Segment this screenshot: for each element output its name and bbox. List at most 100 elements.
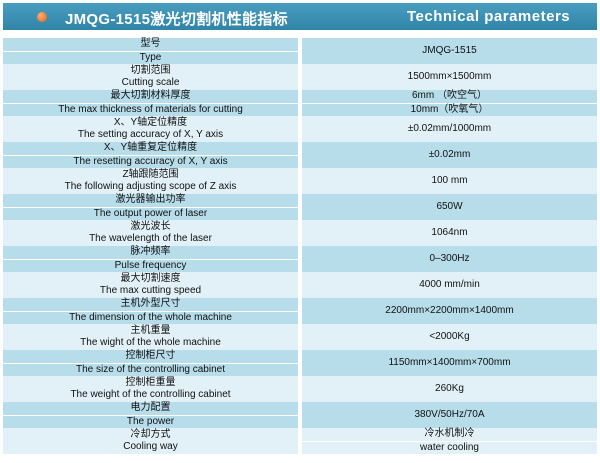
page-title-en: Technical parameters bbox=[407, 8, 571, 25]
parameter-value-line: 0–300Hz bbox=[429, 253, 470, 264]
parameter-name-en: The output power of laser bbox=[3, 207, 298, 220]
parameter-value: 650W bbox=[302, 194, 597, 220]
table-row: 主机重量 The wight of the whole machine <2000K… bbox=[3, 324, 597, 350]
parameter-name-en: The weight of the controlling cabinet bbox=[70, 389, 231, 400]
parameter-name-cn: X、Y轴重复定位精度 bbox=[3, 142, 298, 155]
parameter-name: 控制柜重量 The weight of the controlling cabin… bbox=[3, 376, 298, 402]
parameter-name: 冷却方式 Cooling way bbox=[3, 428, 298, 454]
parameter-name: 激光器输出功率 The output power of laser bbox=[3, 194, 298, 220]
parameter-name: 电力配置 The power bbox=[3, 402, 298, 428]
parameter-value-line: ±0.02mm/1000mm bbox=[407, 123, 492, 134]
table-row: 切割范围 Cutting scale 1500mm×1500mm bbox=[3, 64, 597, 90]
bullet-icon bbox=[37, 12, 47, 22]
parameter-name-cn: 最大切割材料厚度 bbox=[3, 90, 298, 103]
parameter-value-line: 1500mm×1500mm bbox=[407, 71, 492, 82]
parameter-name: 切割范围 Cutting scale bbox=[3, 64, 298, 90]
parameter-name-en: The size of the controlling cabinet bbox=[3, 363, 298, 376]
parameter-name-en: The wavelength of the laser bbox=[89, 233, 212, 244]
parameter-name: 脉冲频率 Pulse frequency bbox=[3, 246, 298, 272]
parameter-name-en: Cooling way bbox=[123, 441, 178, 452]
parameter-name-en: The power bbox=[3, 415, 298, 428]
parameter-value-line: water cooling bbox=[302, 441, 597, 454]
parameter-name: 主机重量 The wight of the whole machine bbox=[3, 324, 298, 350]
parameter-value-line: 冷水机制冷 bbox=[302, 428, 597, 441]
parameter-value: 380V/50Hz/70A bbox=[302, 402, 597, 428]
parameter-value-line: 100 mm bbox=[431, 175, 468, 186]
parameter-name-en: The setting accuracy of X, Y axis bbox=[77, 129, 224, 140]
parameter-name-cn: Z轴跟随范围 bbox=[122, 169, 179, 180]
table-row: 电力配置 The power 380V/50Hz/70A bbox=[3, 402, 597, 428]
parameter-name-cn: 主机外型尺寸 bbox=[3, 298, 298, 311]
parameter-name: 激光波长 The wavelength of the laser bbox=[3, 220, 298, 246]
parameter-value-line: 6mm （吹空气） bbox=[302, 90, 597, 103]
parameter-value-line: 2200mm×2200mm×1400mm bbox=[385, 305, 514, 316]
table-row: 激光器输出功率 The output power of laser 650W bbox=[3, 194, 597, 220]
parameter-value-line: 1064nm bbox=[431, 227, 468, 238]
table-row: X、Y轴重复定位精度 The resetting accuracy of X, Y… bbox=[3, 142, 597, 168]
parameter-name-cn: 切割范围 bbox=[130, 65, 171, 76]
parameter-value-line: 650W bbox=[436, 201, 463, 212]
parameter-name-cn: X、Y轴定位精度 bbox=[113, 117, 188, 128]
parameter-value: 1150mm×1400mm×700mm bbox=[302, 350, 597, 376]
table-row: 最大切割材料厚度 The max thickness of materials f… bbox=[3, 90, 597, 116]
parameter-name-cn: 型号 bbox=[3, 38, 298, 51]
parameter-value: 1500mm×1500mm bbox=[302, 64, 597, 90]
parameter-name-cn: 最大切割速度 bbox=[120, 273, 181, 284]
table-row: 冷却方式 Cooling way 冷水机制冷 water cooling bbox=[3, 428, 597, 454]
parameter-value: 1064nm bbox=[302, 220, 597, 246]
parameter-name: 控制柜尺寸 The size of the controlling cabinet bbox=[3, 350, 298, 376]
parameter-name-cn: 控制柜尺寸 bbox=[3, 350, 298, 363]
parameter-name-en: The resetting accuracy of X, Y axis bbox=[3, 155, 298, 168]
parameter-name-cn: 脉冲频率 bbox=[3, 246, 298, 259]
parameter-name-cn: 电力配置 bbox=[3, 402, 298, 415]
parameter-value: JMQG-1515 bbox=[302, 38, 597, 64]
parameter-value: 6mm （吹空气） 10mm（吹氧气） bbox=[302, 90, 597, 116]
parameter-name-en: The following adjusting scope of Z axis bbox=[64, 181, 237, 192]
parameter-value: <2000Kg bbox=[302, 324, 597, 350]
parameter-name-cn: 激光器输出功率 bbox=[3, 194, 298, 207]
parameter-name-en: Cutting scale bbox=[121, 77, 180, 88]
parameter-value: ±0.02mm/1000mm bbox=[302, 116, 597, 142]
parameter-value: 260Kg bbox=[302, 376, 597, 402]
parameter-value-line: ±0.02mm bbox=[428, 149, 471, 160]
parameter-value-line: 260Kg bbox=[435, 383, 464, 394]
parameter-value-line: JMQG-1515 bbox=[422, 45, 477, 56]
parameter-value: 0–300Hz bbox=[302, 246, 597, 272]
parameter-name: X、Y轴重复定位精度 The resetting accuracy of X, Y… bbox=[3, 142, 298, 168]
parameter-name-cn: 激光波长 bbox=[130, 221, 171, 232]
table-row: 最大切割速度 The max cutting speed 4000 mm/min bbox=[3, 272, 597, 298]
table-row: 主机外型尺寸 The dimension of the whole machine… bbox=[3, 298, 597, 324]
parameter-name-cn: 主机重量 bbox=[130, 325, 171, 336]
title-bar: JMQG-1515激光切割机性能指标 Technical parameters bbox=[3, 3, 597, 30]
parameter-name-en: The max cutting speed bbox=[99, 285, 202, 296]
table-row: 脉冲频率 Pulse frequency 0–300Hz bbox=[3, 246, 597, 272]
parameter-value: ±0.02mm bbox=[302, 142, 597, 168]
parameter-value: 2200mm×2200mm×1400mm bbox=[302, 298, 597, 324]
table-row: X、Y轴定位精度 The setting accuracy of X, Y axi… bbox=[3, 116, 597, 142]
table-row: 控制柜尺寸 The size of the controlling cabinet… bbox=[3, 350, 597, 376]
parameter-name-cn: 控制柜重量 bbox=[125, 377, 176, 388]
parameter-name-en: The wight of the whole machine bbox=[80, 337, 221, 348]
table-row: 控制柜重量 The weight of the controlling cabin… bbox=[3, 376, 597, 402]
parameter-name: 最大切割材料厚度 The max thickness of materials f… bbox=[3, 90, 298, 116]
parameter-value-line: <2000Kg bbox=[429, 331, 470, 342]
table-row: Z轴跟随范围 The following adjusting scope of Z… bbox=[3, 168, 597, 194]
spec-table: 型号 Type JMQG-1515 切割范围 Cutting scale 1500mm×1… bbox=[3, 38, 597, 454]
parameter-value: 冷水机制冷 water cooling bbox=[302, 428, 597, 454]
parameter-name: X、Y轴定位精度 The setting accuracy of X, Y axi… bbox=[3, 116, 298, 142]
table-row: 型号 Type JMQG-1515 bbox=[3, 38, 597, 64]
parameter-value-line: 4000 mm/min bbox=[419, 279, 480, 290]
parameter-name-en: Pulse frequency bbox=[3, 259, 298, 272]
parameter-name: 主机外型尺寸 The dimension of the whole machine bbox=[3, 298, 298, 324]
table-row: 激光波长 The wavelength of the laser 1064nm bbox=[3, 220, 597, 246]
parameter-value: 4000 mm/min bbox=[302, 272, 597, 298]
parameter-name: Z轴跟随范围 The following adjusting scope of Z… bbox=[3, 168, 298, 194]
page-title: JMQG-1515激光切割机性能指标 bbox=[65, 11, 288, 28]
parameter-value-line: 380V/50Hz/70A bbox=[414, 409, 485, 420]
parameter-value-line: 1150mm×1400mm×700mm bbox=[388, 357, 511, 368]
parameter-name-en: The dimension of the whole machine bbox=[3, 311, 298, 324]
parameter-name-en: The max thickness of materials for cutti… bbox=[3, 103, 298, 116]
parameter-name: 型号 Type bbox=[3, 38, 298, 64]
parameter-name: 最大切割速度 The max cutting speed bbox=[3, 272, 298, 298]
parameter-value: 100 mm bbox=[302, 168, 597, 194]
